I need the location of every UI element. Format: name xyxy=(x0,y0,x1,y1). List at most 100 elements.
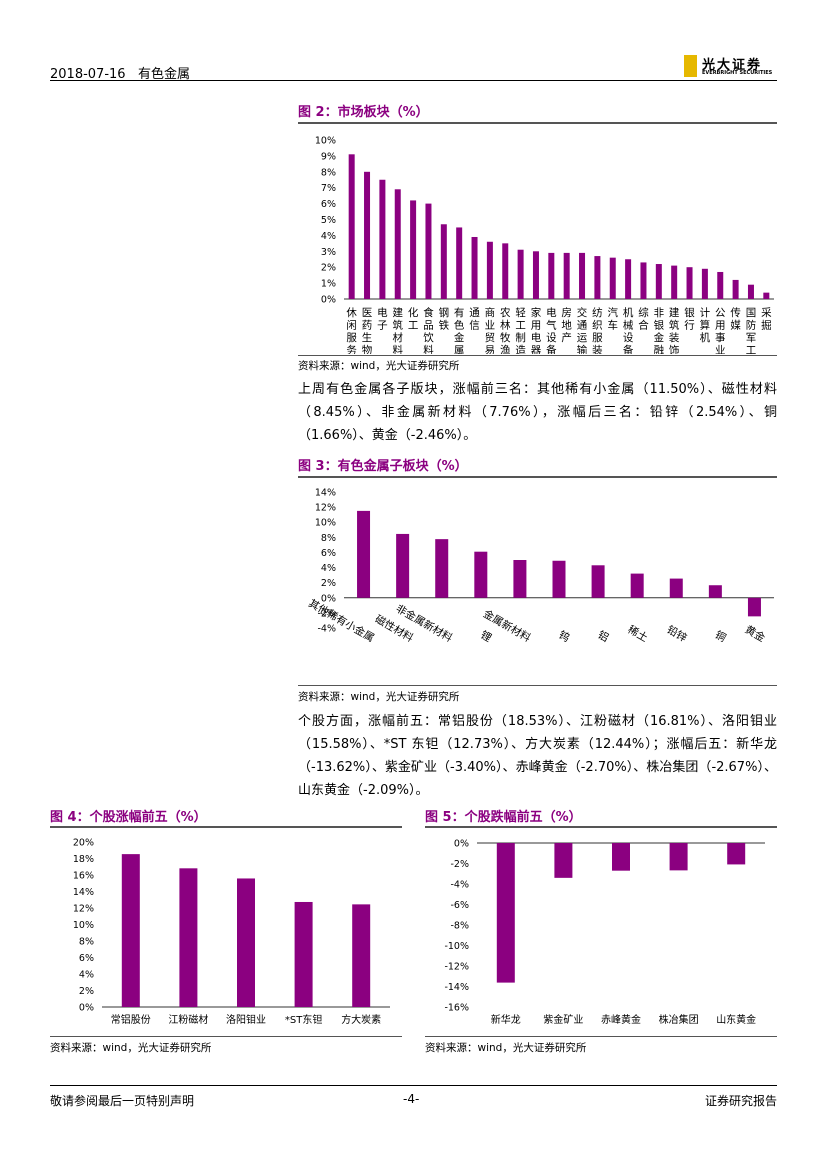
fig2-ytick: 6% xyxy=(321,199,336,210)
fig5-chart: -16% -14% -12% -10% -8% -6% -4% -2% 0% 新华龙 紫金矿业 赤峰黄… xyxy=(444,839,765,1026)
fig2-ytick: 2% xyxy=(321,263,336,274)
fig2-bar xyxy=(732,279,739,299)
fig3-plot: -4%-2%0%2%4%6%8%10%12%14%其他稀有小金属磁性材料非金属新… xyxy=(306,488,774,645)
fig2-ytick: 7% xyxy=(321,183,336,194)
fig2-bar xyxy=(640,262,647,299)
fig2-category-label: 汽车 xyxy=(608,306,619,332)
fig2-bar xyxy=(671,265,678,299)
fig2-category-label: 有色金属 xyxy=(454,306,465,354)
fig2-category-label: 商业贸易 xyxy=(485,306,496,354)
fig2-category-label: 食品饮料 xyxy=(423,306,434,354)
fig2-bar xyxy=(348,154,355,299)
fig2-category-label: 纺织服装 xyxy=(592,306,603,354)
fig2-category-label: 房地产 xyxy=(561,306,572,344)
fig5-plot: -16% -14% -12% -10% -8% -6% -4% -2% 0% 新华龙 紫金矿业 赤峰黄… xyxy=(444,839,765,1026)
fig3-category-label: 黄金 xyxy=(743,623,768,645)
fig4-ytick: 8% xyxy=(79,937,94,948)
fig4-bar xyxy=(237,878,255,1007)
logo-mark-icon xyxy=(684,55,697,77)
fig2-bar xyxy=(517,249,524,299)
fig2-ytick: 5% xyxy=(321,215,336,226)
fig3-ytick: 2% xyxy=(321,578,336,589)
fig2-bar xyxy=(594,256,601,299)
fig5-bar xyxy=(669,843,688,871)
fig5-category-label: 新华龙 xyxy=(491,1013,521,1026)
fig2-category-label: 建筑装饰 xyxy=(669,306,680,354)
fig4-source: 资料来源：wind，光大证券研究所 xyxy=(50,1042,212,1054)
fig2-category-label: 银行 xyxy=(684,306,695,332)
fig2-category-label: 电气设备 xyxy=(546,306,557,354)
fig3-ytick: -2% xyxy=(318,608,337,619)
footer-report-type: 证券研究报告 xyxy=(705,1094,778,1108)
fig4-bar xyxy=(352,904,371,1007)
fig3-bar xyxy=(435,539,449,598)
fig4-ytick: 20% xyxy=(73,838,94,849)
fig2-bar xyxy=(747,284,754,299)
fig4-rule xyxy=(50,826,402,828)
report-sector: 有色金属 xyxy=(137,67,190,82)
fig4-bar xyxy=(179,868,198,1007)
fig4-ytick: 4% xyxy=(79,970,94,981)
fig5-bar xyxy=(727,843,746,865)
fig5-ytick: -16% xyxy=(444,1003,469,1014)
fig2-bar xyxy=(364,171,371,299)
fig3-category-label: 其他稀有小金属 xyxy=(306,597,376,645)
fig4-ytick: 2% xyxy=(79,986,94,997)
fig3-chart: -4%-2%0%2%4%6%8%10%12%14%其他稀有小金属磁性材料非金属新… xyxy=(306,488,774,645)
fig3-category-label: 铜 xyxy=(713,629,728,645)
paragraph-sector: 上周有色金属各子版块，涨幅前三名：其他稀有小金属（11.50%）、磁性材料（8.… xyxy=(298,382,777,443)
fig5-rule xyxy=(425,826,777,828)
fig4-ytick: 6% xyxy=(79,953,94,964)
fig3-source-rule xyxy=(298,685,777,686)
fig2-bar xyxy=(625,259,632,299)
report-date-sector: 2018-07-16 有色金属 xyxy=(50,63,190,82)
fig2-bar xyxy=(563,252,570,299)
fig5-bar xyxy=(554,843,573,878)
fig2-ytick: 0% xyxy=(321,295,336,306)
fig4-ytick: 18% xyxy=(73,854,94,865)
fig3-bar xyxy=(513,560,527,598)
fig2-bar xyxy=(609,257,616,299)
report-date: 2018-07-16 xyxy=(50,67,126,82)
fig2-bar xyxy=(425,203,432,299)
fig2-category-label: 机械设备 xyxy=(623,306,634,354)
fig5-category-label: 山东黄金 xyxy=(716,1013,756,1026)
fig2-title: 图 2：市场板块（%） xyxy=(298,105,429,120)
paragraph-stocks: 个股方面，涨幅前五：常铝股份（18.53%）、江粉磁材（16.81%）、洛阳钼业… xyxy=(298,714,777,798)
fig3-bar xyxy=(630,573,644,598)
logo-cn-text: 光大证券 xyxy=(702,58,763,73)
fig2-ytick: 4% xyxy=(321,231,336,242)
fig3-bar xyxy=(396,533,410,598)
fig5-category-label: 赤峰黄金 xyxy=(601,1013,641,1026)
fig2-source: 资料来源：wind，光大证券研究所 xyxy=(298,360,460,372)
footer-disclaimer: 敬请参阅最后一页特别声明 xyxy=(50,1094,195,1108)
fig5-ytick: -2% xyxy=(451,859,470,870)
fig4-category-label: *ST东钽 xyxy=(285,1013,322,1026)
fig4-plot: 0% 2% 4% 6% 8% 10% 12% 14% 16% 18% 20% 常铝股份 江粉磁材 洛阳钼业… xyxy=(73,838,390,1026)
fig4-category-label: 江粉磁材 xyxy=(168,1013,208,1026)
fig5-source-rule xyxy=(425,1036,777,1037)
fig4-bar xyxy=(294,901,313,1007)
fig4-title: 图 4：个股涨幅前五（%） xyxy=(50,810,207,825)
fig3-bar xyxy=(708,585,722,598)
fig2-chart: 0% 1% 2% 3% 4% 5% 6% 7% 8% 9% 10% 休闲服务医药生物电子建筑材料化工食… xyxy=(315,136,774,354)
fig2-ytick: 8% xyxy=(321,167,336,178)
fig4-category-label: 方大炭素 xyxy=(341,1013,381,1026)
fig2-source-rule xyxy=(298,355,777,356)
fig3-category-label: 铝 xyxy=(595,628,611,645)
fig4-source-rule xyxy=(50,1036,402,1037)
fig3-bar xyxy=(591,565,605,598)
fig3-category-label: 稀土 xyxy=(625,623,650,645)
fig2-category-label: 交通运输 xyxy=(577,306,588,354)
fig2-bar xyxy=(440,224,447,299)
fig2-bar xyxy=(394,189,401,299)
page-number: -4- xyxy=(403,1092,420,1106)
fig3-ytick: -4% xyxy=(318,624,337,635)
fig2-bar xyxy=(471,236,478,299)
fig5-source: 资料来源：wind，光大证券研究所 xyxy=(425,1042,587,1054)
fig3-bar xyxy=(552,560,566,598)
fig2-category-label: 采掘 xyxy=(761,307,772,332)
fig2-bar xyxy=(717,271,724,299)
fig4-ytick: 0% xyxy=(79,1003,94,1014)
fig2-category-label: 综合 xyxy=(638,306,649,332)
